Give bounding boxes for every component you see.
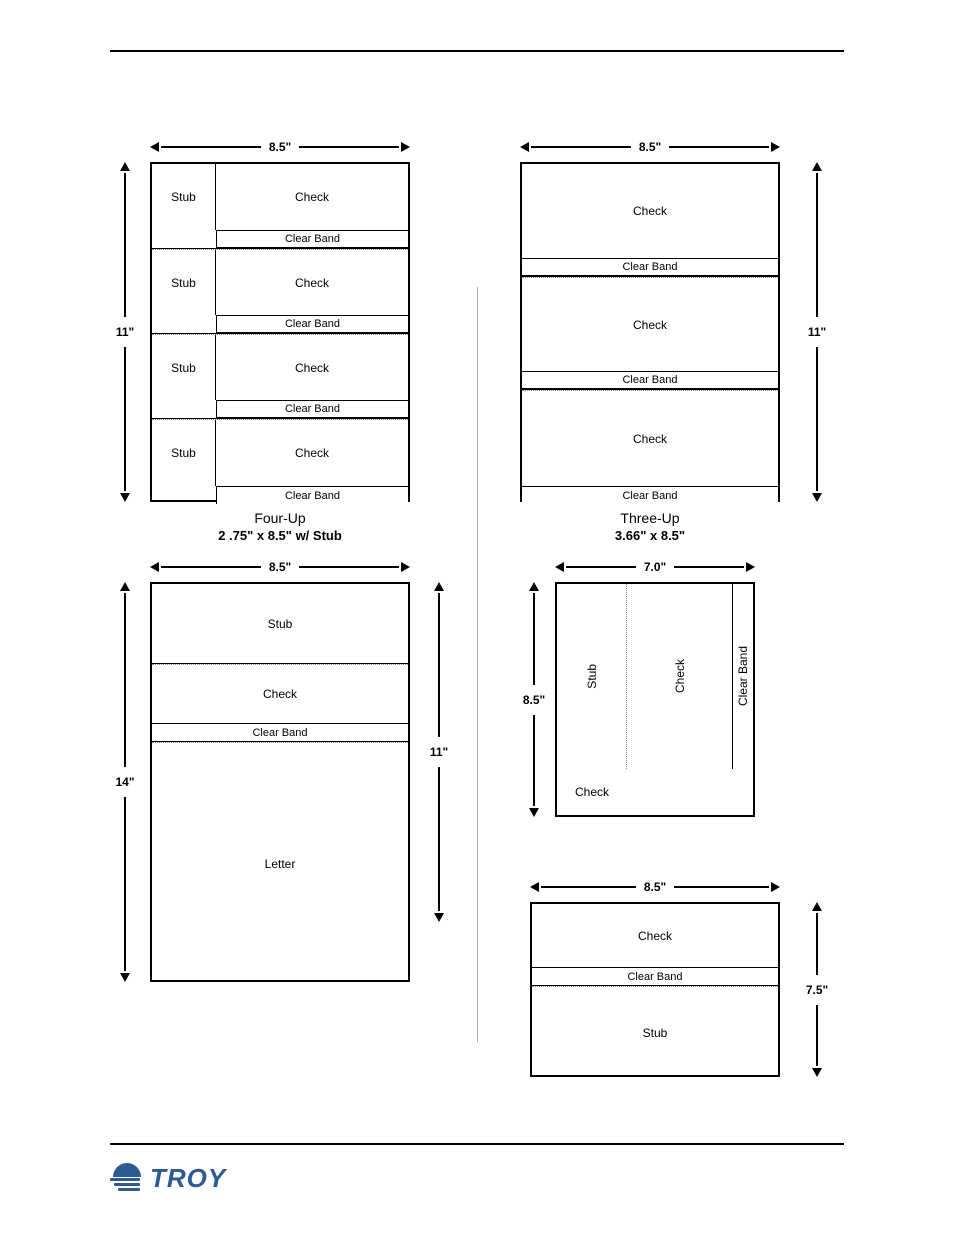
diagram-four-up: Stub Check Clear Band Stub Check Clear B… — [150, 162, 410, 502]
dim-height-three-up: 11" — [800, 162, 834, 502]
dim-height-scl-14: 14" — [108, 582, 142, 982]
check-label: Check — [557, 769, 627, 815]
arrow-right-icon — [401, 142, 410, 152]
diagram-check-stub: Check Clear Band Stub — [530, 902, 780, 1077]
diagram-grid: Stub Check Clear Band Stub Check Clear B… — [110, 142, 844, 1102]
clear-band-label: Clear Band — [532, 967, 778, 985]
arrow-up-icon — [434, 582, 444, 591]
check-label: Check — [522, 164, 778, 258]
dim-height-rot: 8.5" — [517, 582, 551, 817]
arrow-left-icon — [555, 562, 564, 572]
clear-band-label: Clear Band — [216, 400, 408, 418]
stub-label: Stub — [152, 584, 408, 663]
page: Stub Check Clear Band Stub Check Clear B… — [110, 50, 844, 1185]
check-label: Check — [216, 335, 408, 400]
arrow-down-icon — [812, 493, 822, 502]
caption-three-up: Three-Up 3.66" x 8.5" — [520, 510, 780, 543]
top-rule — [110, 50, 844, 52]
diagram-three-up: Check Clear Band Check Clear Band Check … — [520, 162, 780, 502]
check-label: Check — [216, 250, 408, 315]
arrow-up-icon — [120, 582, 130, 591]
arrow-right-icon — [401, 562, 410, 572]
check-label: Check — [216, 164, 408, 230]
dim-width-three-up: 8.5" — [520, 140, 780, 154]
clear-band-label: Clear Band — [216, 230, 408, 248]
stub-label: Stub — [585, 664, 599, 689]
clear-band-label: Clear Band — [522, 486, 778, 504]
dim-width-cs: 8.5" — [530, 880, 780, 894]
arrow-right-icon — [746, 562, 755, 572]
arrow-left-icon — [530, 882, 539, 892]
check-label: Check — [152, 665, 408, 723]
dim-height-cs: 7.5" — [800, 902, 834, 1077]
arrow-down-icon — [120, 493, 130, 502]
stub-label: Stub — [152, 164, 216, 230]
bottom-rule — [110, 1143, 844, 1145]
letter-label: Letter — [152, 743, 408, 984]
arrow-up-icon — [812, 902, 822, 911]
arrow-left-icon — [520, 142, 529, 152]
caption-sub: 3.66" x 8.5" — [615, 528, 685, 543]
arrow-up-icon — [529, 582, 539, 591]
clear-band-label: Clear Band — [152, 723, 408, 741]
check-label: Check — [216, 420, 408, 486]
arrow-left-icon — [150, 562, 159, 572]
dim-width-rot: 7.0" — [555, 560, 755, 574]
arrow-up-icon — [120, 162, 130, 171]
clear-band-label: Clear Band — [216, 486, 408, 504]
caption-four-up: Four-Up 2 .75" x 8.5" w/ Stub — [150, 510, 410, 543]
dim-width-four-up: 8.5" — [150, 140, 410, 154]
arrow-right-icon — [771, 882, 780, 892]
vertical-separator — [477, 287, 478, 1042]
arrow-down-icon — [120, 973, 130, 982]
diagram-stub-check-letter: Stub Check Clear Band Letter — [150, 582, 410, 982]
arrow-down-icon — [434, 913, 444, 922]
clear-band-label: Clear Band — [522, 258, 778, 276]
clear-band-label: Clear Band — [736, 646, 750, 706]
logo: TROY — [110, 1161, 226, 1195]
arrow-up-icon — [812, 162, 822, 171]
caption-title: Three-Up — [520, 510, 780, 526]
stub-label: Stub — [532, 987, 778, 1079]
check-label: Check — [522, 278, 778, 371]
stub-label: Stub — [152, 335, 216, 400]
diagram-rotated: Stub Check Clear Band Check — [555, 582, 755, 817]
stub-label: Stub — [152, 250, 216, 315]
check-label: Check — [673, 659, 687, 693]
arrow-left-icon — [150, 142, 159, 152]
dim-height-four-up: 11" — [108, 162, 142, 502]
caption-title: Four-Up — [150, 510, 410, 526]
check-label: Check — [522, 391, 778, 486]
logo-text: TROY — [150, 1163, 226, 1194]
dim-width-scl: 8.5" — [150, 560, 410, 574]
caption-sub: 2 .75" x 8.5" w/ Stub — [218, 528, 342, 543]
logo-icon — [110, 1161, 144, 1195]
dim-height-scl-11: 11" — [422, 582, 456, 922]
clear-band-label: Clear Band — [216, 315, 408, 333]
arrow-down-icon — [812, 1068, 822, 1077]
stub-label: Stub — [152, 420, 216, 486]
arrow-down-icon — [529, 808, 539, 817]
arrow-right-icon — [771, 142, 780, 152]
clear-band-label: Clear Band — [522, 371, 778, 389]
check-label: Check — [532, 904, 778, 967]
